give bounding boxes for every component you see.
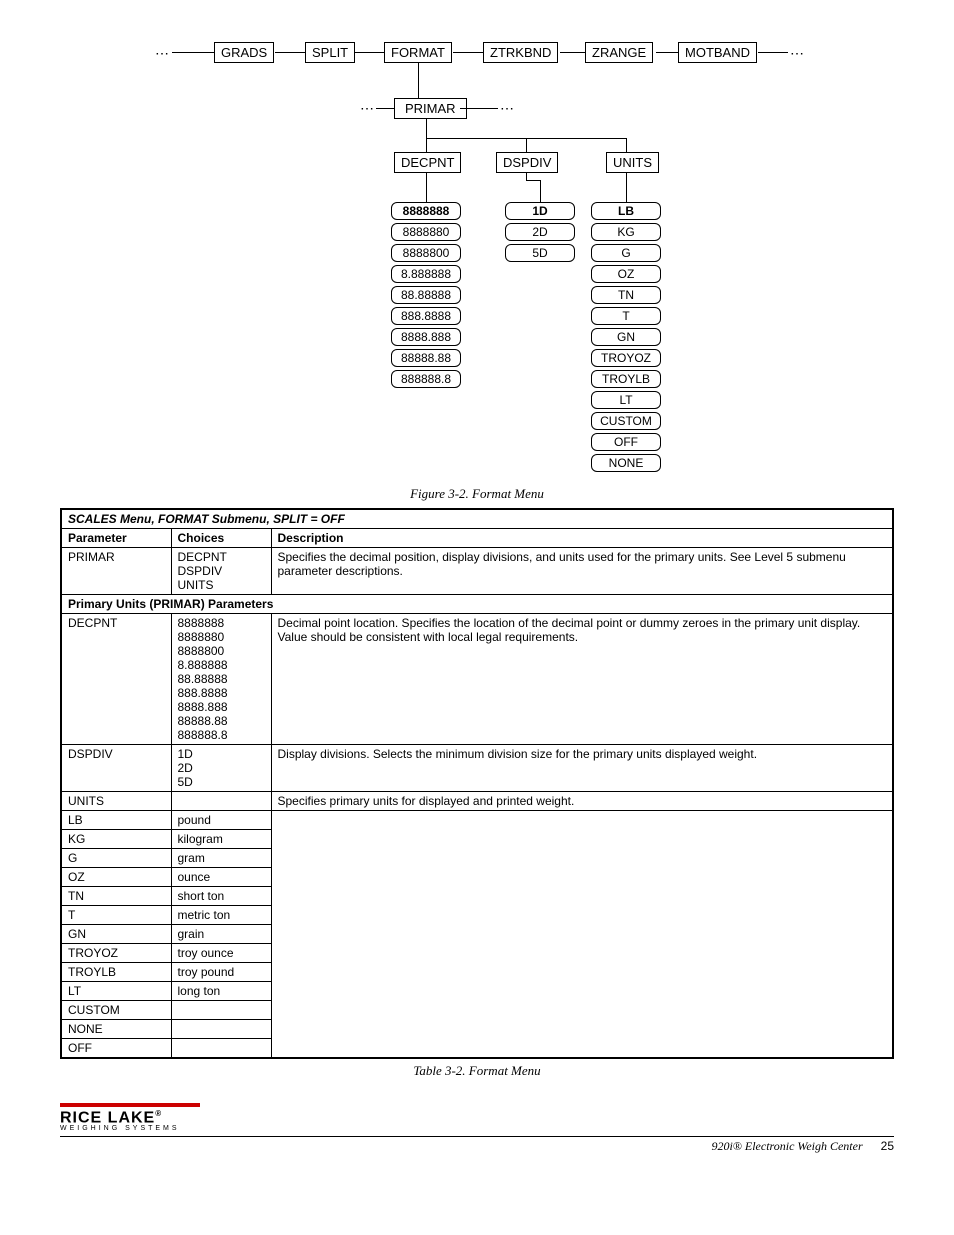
page-footer: RICE LAKE® WEIGHING SYSTEMS 920i® Electr…	[60, 1103, 894, 1154]
units-choice: NONE	[61, 1020, 171, 1039]
units-desc: troy pound	[171, 963, 271, 982]
units-choice: TROYLB	[61, 963, 171, 982]
units-desc: troy ounce	[171, 944, 271, 963]
dspdiv-desc: Display divisions. Selects the minimum d…	[271, 745, 893, 792]
units-choice: GN	[61, 925, 171, 944]
units-param: UNITS	[61, 792, 171, 811]
units-choice: TROYOZ	[61, 944, 171, 963]
option-custom: CUSTOM	[591, 412, 661, 430]
primar-desc: Specifies the decimal position, display …	[271, 548, 893, 595]
option-g: G	[591, 244, 661, 262]
dspdiv-param: DSPDIV	[61, 745, 171, 792]
option-1d: 1D	[505, 202, 575, 220]
figure-caption: Figure 3-2. Format Menu	[60, 486, 894, 502]
decpnt-param: DECPNT	[61, 614, 171, 745]
menu-zrange: ZRANGE	[585, 42, 653, 63]
units-desc: kilogram	[171, 830, 271, 849]
units-choice-blank	[171, 792, 271, 811]
menu-ztrkbnd: ZTRKBND	[483, 42, 558, 63]
col-parameter: Parameter	[61, 529, 171, 548]
col-description: Description	[271, 529, 893, 548]
option-2d: 2D	[505, 223, 575, 241]
table-caption: Table 3-2. Format Menu	[60, 1063, 894, 1079]
option-troyoz: TROYOZ	[591, 349, 661, 367]
option-8888888: 8.888888	[391, 265, 461, 283]
primar-param: PRIMAR	[61, 548, 171, 595]
menu-format: FORMAT	[384, 42, 452, 63]
menu-primar: PRIMAR	[394, 98, 467, 119]
units-desc: gram	[171, 849, 271, 868]
ellipsis-left: ⋯	[155, 45, 170, 62]
brand-subtitle: WEIGHING SYSTEMS	[60, 1125, 894, 1132]
option-8888888: 888888.8	[391, 370, 461, 388]
option-kg: KG	[591, 223, 661, 241]
doc-title: 920i® Electronic Weigh Center	[711, 1139, 862, 1154]
menu-split: SPLIT	[305, 42, 355, 63]
units-choice: LB	[61, 811, 171, 830]
primar-choices: DECPNTDSPDIVUNITS	[171, 548, 271, 595]
option-8888888: 888.8888	[391, 307, 461, 325]
units-desc	[171, 1039, 271, 1059]
option-8888888: 8888.888	[391, 328, 461, 346]
ellipsis-primar-left: ⋯	[360, 100, 375, 117]
logo-bar	[60, 1103, 200, 1107]
option-gn: GN	[591, 328, 661, 346]
option-lb: LB	[591, 202, 661, 220]
units-desc	[171, 1020, 271, 1039]
submenu-decpnt: DECPNT	[394, 152, 461, 173]
units-desc: short ton	[171, 887, 271, 906]
option-5d: 5D	[505, 244, 575, 262]
option-troylb: TROYLB	[591, 370, 661, 388]
option-oz: OZ	[591, 265, 661, 283]
units-choice: G	[61, 849, 171, 868]
format-menu-diagram: ⋯ GRADS SPLIT FORMAT ZTRKBND ZRANGE MOTB…	[60, 40, 894, 480]
units-intro: Specifies primary units for displayed an…	[271, 792, 893, 811]
units-desc: metric ton	[171, 906, 271, 925]
units-desc: ounce	[171, 868, 271, 887]
option-8888888: 88888.88	[391, 349, 461, 367]
table-title: SCALES Menu, FORMAT Submenu, SPLIT = OFF	[61, 509, 893, 529]
option-tn: TN	[591, 286, 661, 304]
option-8888888: 8888888	[391, 202, 461, 220]
option-lt: LT	[591, 391, 661, 409]
dspdiv-choices: 1D2D5D	[171, 745, 271, 792]
units-desc: grain	[171, 925, 271, 944]
units-choice: T	[61, 906, 171, 925]
section-primary-units: Primary Units (PRIMAR) Parameters	[61, 595, 893, 614]
option-none: NONE	[591, 454, 661, 472]
decpnt-choices: 8888888888888088888008.88888888.88888888…	[171, 614, 271, 745]
submenu-dspdiv: DSPDIV	[496, 152, 558, 173]
units-choice: KG	[61, 830, 171, 849]
units-choice: CUSTOM	[61, 1001, 171, 1020]
option-8888800: 8888800	[391, 244, 461, 262]
option-8888880: 8888880	[391, 223, 461, 241]
menu-motband: MOTBAND	[678, 42, 757, 63]
menu-grads: GRADS	[214, 42, 274, 63]
units-desc: pound	[171, 811, 271, 830]
option-t: T	[591, 307, 661, 325]
submenu-units: UNITS	[606, 152, 659, 173]
units-choice: TN	[61, 887, 171, 906]
units-desc	[171, 1001, 271, 1020]
ellipsis-primar-right: ⋯	[500, 100, 515, 117]
ellipsis-right: ⋯	[790, 45, 805, 62]
units-choice: OZ	[61, 868, 171, 887]
units-choice: OFF	[61, 1039, 171, 1059]
units-choice: LT	[61, 982, 171, 1001]
page-number: 25	[881, 1139, 894, 1154]
units-desc: long ton	[171, 982, 271, 1001]
format-menu-table: SCALES Menu, FORMAT Submenu, SPLIT = OFF…	[60, 508, 894, 1059]
option-8888888: 88.88888	[391, 286, 461, 304]
decpnt-desc: Decimal point location. Specifies the lo…	[271, 614, 893, 745]
col-choices: Choices	[171, 529, 271, 548]
option-off: OFF	[591, 433, 661, 451]
